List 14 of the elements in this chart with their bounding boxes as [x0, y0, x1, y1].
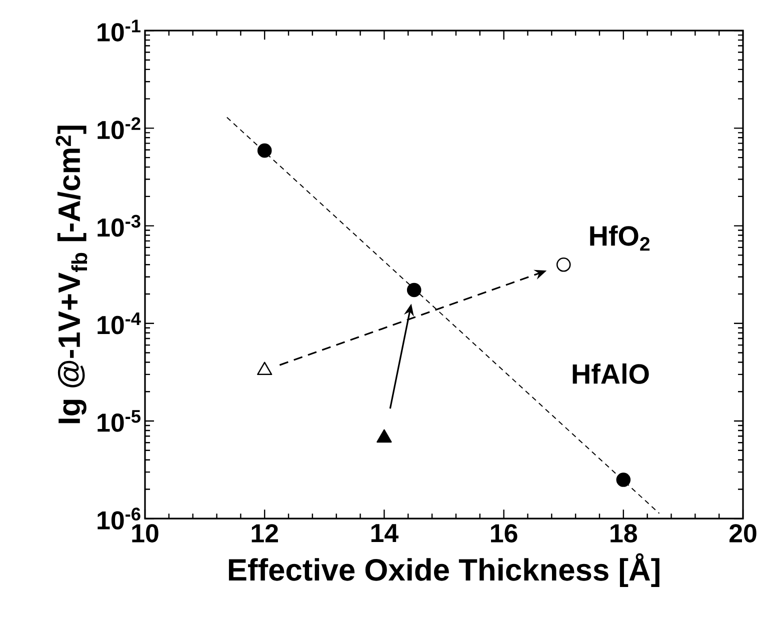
annotation: HfAlO	[572, 363, 649, 384]
x-axis-title: Effective Oxide Thickness [Å]	[228, 553, 660, 587]
y-tick-label: 10$^{-4}$	[98, 312, 141, 334]
annotation: HfO$_{2}$	[590, 225, 650, 251]
x-tick-label: 16	[491, 524, 518, 542]
y-tick-label: 10$^{-5}$	[98, 410, 140, 432]
y-tick-label: 10$^{-3}$	[98, 214, 140, 237]
x-tick-label: 14	[371, 524, 398, 542]
y-tick-label: 10$^{-1}$	[98, 20, 140, 42]
y-axis-title: Ig @-1V+V$_{fb}$ [-A/cm$^{2}$]	[56, 126, 88, 424]
y-tick-label: 10$^{-2}$	[98, 117, 140, 140]
x-tick-label: 12	[252, 524, 278, 542]
x-tick-label: 18	[610, 524, 638, 542]
x-tick-label: 20	[729, 524, 756, 542]
